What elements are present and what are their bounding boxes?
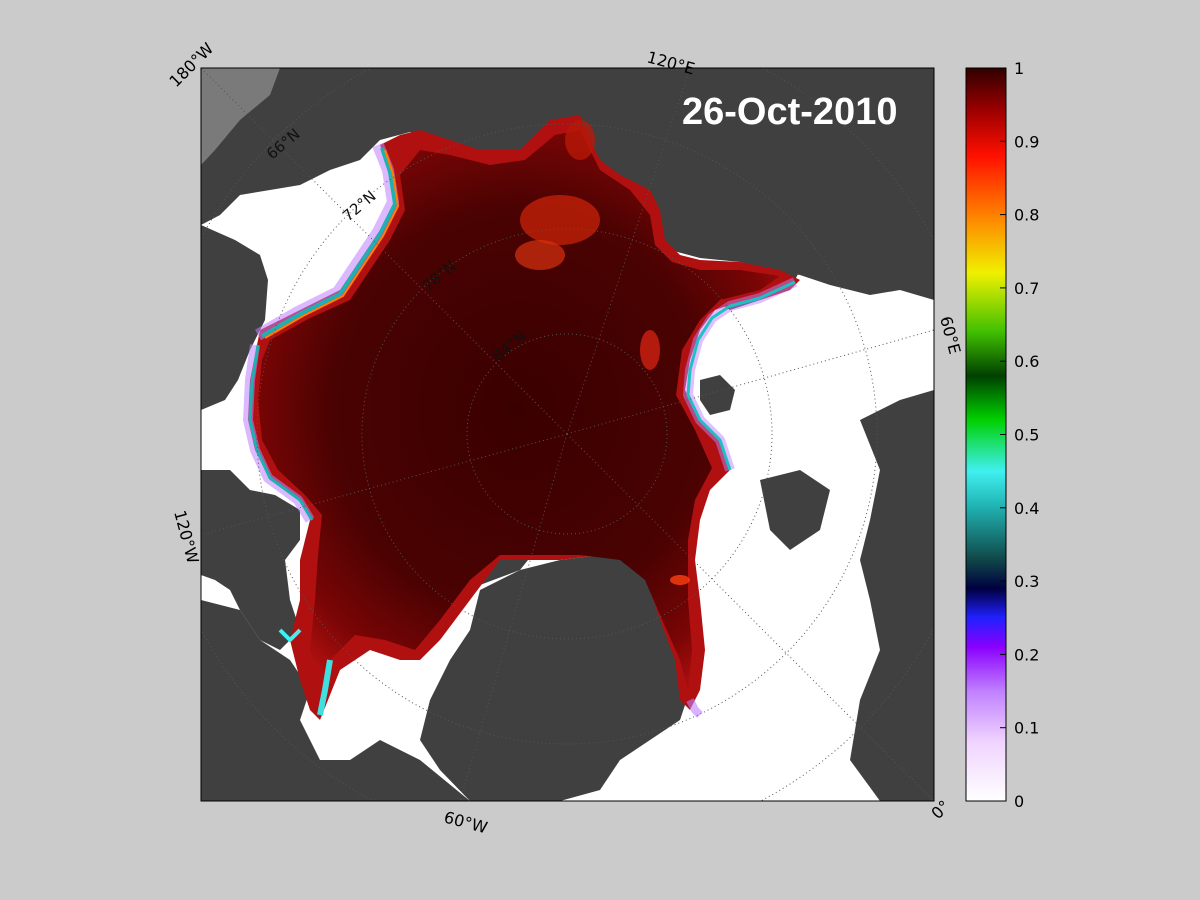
colorbar-tick-label: 1: [1014, 59, 1024, 78]
date-title: 26-Oct-2010: [682, 91, 897, 133]
graticule: [201, 68, 934, 801]
colorbar-tick-label: 0: [1014, 792, 1024, 811]
colorbar-tick-label: 0.8: [1014, 206, 1039, 225]
colorbar-gradient: [965, 67, 1007, 802]
ice-pack-core: [258, 130, 780, 690]
colorbar-tick-label: 0.2: [1014, 645, 1039, 664]
longitude-label-120w: 120°W: [170, 508, 202, 566]
colorbar-tick-label: 0.5: [1014, 426, 1039, 445]
colorbar-tick-label: 0.3: [1014, 572, 1039, 591]
land-masses: [201, 68, 934, 801]
colorbar-ticks: 0 0.1 0.2 0.3 0.4 0.5 0.6 0.7 0.8 0.9 1: [1000, 59, 1039, 811]
colorbar-tick-label: 0.6: [1014, 352, 1039, 371]
map-frame: [200, 67, 935, 802]
longitude-label-60e: 60°E: [936, 314, 964, 356]
colorbar-tick-label: 0.4: [1014, 499, 1039, 518]
ice-edge-bands: [243, 142, 798, 718]
colorbar-tick-label: 0.9: [1014, 132, 1039, 151]
colorbar-tick-label: 0.7: [1014, 279, 1039, 298]
sea-ice-field: [248, 115, 800, 720]
colorbar-tick-label: 0.1: [1014, 719, 1039, 738]
longitude-label-60w: 60°W: [442, 808, 490, 838]
map-panel: 66°N 72°N 78°N 84°N 26-Oct-2010: [201, 68, 934, 801]
colorbar: 0 0.1 0.2 0.3 0.4 0.5 0.6 0.7 0.8 0.9 1: [965, 59, 1039, 811]
